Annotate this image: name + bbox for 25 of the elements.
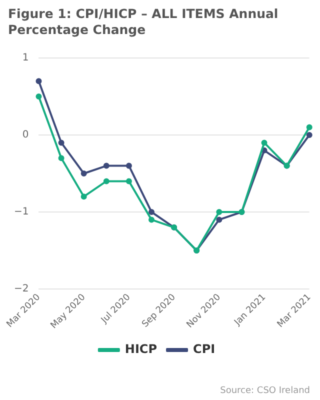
legend-label: CPI (193, 342, 216, 356)
point (103, 178, 110, 184)
point (36, 94, 42, 100)
y-tick-label: −1 (14, 206, 29, 218)
chart-title: Figure 1: CPI/HICP – ALL ITEMS Annual Percentage Change (8, 6, 280, 38)
y-tick-label: 0 (22, 130, 29, 141)
point (103, 162, 110, 169)
point (80, 170, 87, 176)
point (126, 178, 132, 184)
point (126, 162, 132, 169)
point (306, 124, 312, 130)
point (216, 208, 222, 215)
y-tick-label: 1 (22, 52, 29, 64)
source-note: Source: CSO Ireland (220, 386, 310, 396)
point (58, 155, 64, 162)
point (58, 140, 64, 146)
point (36, 78, 42, 84)
point (306, 132, 312, 138)
point (216, 216, 222, 223)
y-tick-label: −2 (14, 284, 29, 295)
point (148, 208, 154, 215)
legend-label: HICP (124, 342, 158, 356)
point (261, 140, 268, 146)
point (148, 216, 154, 223)
point (80, 194, 87, 200)
